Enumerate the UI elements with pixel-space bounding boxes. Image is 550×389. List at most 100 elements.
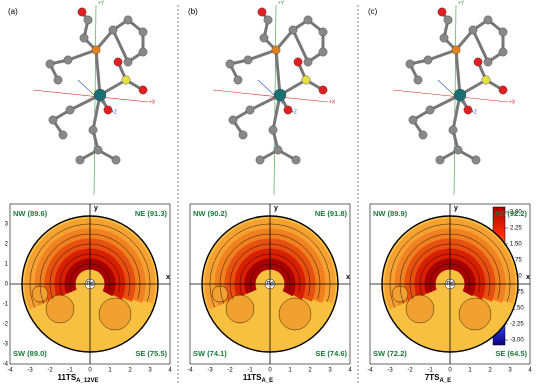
contour-line <box>209 223 331 308</box>
axis-label: y <box>94 205 98 212</box>
atom <box>435 155 445 165</box>
atom <box>65 105 75 115</box>
atom <box>463 105 473 115</box>
quadrant-label: SE (74.6) <box>315 349 347 358</box>
atom <box>451 45 461 55</box>
atom <box>303 15 313 25</box>
atom <box>273 145 283 155</box>
axis-label: y <box>454 205 458 212</box>
y-tick-label: 2 <box>5 242 9 248</box>
atom <box>233 75 243 85</box>
quadrant-label: NE (92.2) <box>495 209 528 218</box>
x-tick-label: 3 <box>328 368 332 374</box>
x-tick-label: -2 <box>227 368 233 374</box>
atom <box>53 75 63 85</box>
map-contour <box>458 297 492 331</box>
caption: 11TSA_12VE <box>57 373 98 383</box>
axis-name: +Z <box>291 109 297 115</box>
contour-line <box>69 263 111 292</box>
atom <box>263 15 273 25</box>
axis-label: y <box>274 205 278 212</box>
x-tick-label: 0 <box>88 368 92 374</box>
x-tick-label: 1 <box>108 368 112 374</box>
axis-label: x <box>166 274 170 281</box>
atom <box>418 130 428 140</box>
caption-name: 7TS <box>425 373 440 382</box>
molecule <box>392 4 509 196</box>
map-contour <box>45 294 75 324</box>
atom <box>273 88 287 102</box>
axis-name: +X <box>329 99 336 105</box>
atom <box>483 57 493 67</box>
axis-line <box>93 4 97 196</box>
atom <box>138 47 148 57</box>
atom <box>75 155 85 165</box>
atom <box>123 15 133 25</box>
x-tick-label: 0 <box>268 368 272 374</box>
quadrant-label: NW (90.2) <box>193 209 228 218</box>
atom <box>111 155 121 165</box>
bond <box>111 29 130 63</box>
atom <box>88 125 98 135</box>
atom <box>318 85 328 95</box>
colorbar-label: -2.25 <box>510 322 524 328</box>
atom <box>45 59 55 69</box>
x-tick-label: -4 <box>367 368 373 374</box>
axis-line <box>32 89 149 103</box>
contour-line <box>229 243 311 300</box>
x-tick-label: -3 <box>27 368 33 374</box>
atom <box>439 33 449 43</box>
caption: 7TSA_E <box>425 373 451 383</box>
caption-name: 11TS <box>57 373 76 382</box>
atom <box>225 59 235 69</box>
atom <box>423 55 433 65</box>
atom <box>498 47 508 57</box>
atom <box>291 155 301 165</box>
x-tick-label: -4 <box>187 368 193 374</box>
atom <box>453 145 463 155</box>
quadrant-label: SE (64.5) <box>495 349 527 358</box>
atom <box>483 15 493 25</box>
quadrant-label: NE (91.8) <box>315 209 348 218</box>
contour-line <box>409 243 491 300</box>
axis-name: +X <box>149 99 156 105</box>
atom <box>79 33 89 43</box>
atom <box>288 25 298 35</box>
x-tick-label: -3 <box>207 368 213 374</box>
atom <box>498 85 508 95</box>
x-tick-label: 0 <box>448 368 452 374</box>
colorbar-label: 1.50 <box>510 242 522 248</box>
axis-name: +Y <box>458 0 465 6</box>
bond <box>454 49 462 96</box>
quadrant-label: SW (74.1) <box>193 349 227 358</box>
x-tick-label: 2 <box>308 368 312 374</box>
bond <box>427 48 457 62</box>
atom <box>257 7 267 17</box>
axis-name: +Z <box>111 109 117 115</box>
atom <box>243 55 253 65</box>
x-tick-label: -2 <box>47 368 53 374</box>
atom <box>303 57 313 67</box>
contour-line <box>429 263 471 292</box>
contour-line <box>219 233 321 304</box>
atom <box>283 105 293 115</box>
y-tick-label: -3 <box>3 342 9 348</box>
atom <box>77 7 87 17</box>
atom <box>121 75 131 85</box>
map-contour <box>278 297 312 331</box>
colorbar-label: 2.25 <box>510 226 522 232</box>
x-tick-label: 3 <box>148 368 152 374</box>
contour-line <box>49 243 131 300</box>
axis-line <box>273 4 277 196</box>
atom <box>443 15 453 25</box>
molecule <box>32 4 149 196</box>
atom <box>259 33 269 43</box>
y-tick-label: 3 <box>5 222 9 228</box>
x-tick-label: 2 <box>488 368 492 374</box>
atom <box>498 27 508 37</box>
quadrant-label: SE (75.5) <box>135 349 167 358</box>
bond <box>67 48 97 62</box>
bond <box>274 49 282 96</box>
atom <box>228 115 238 125</box>
